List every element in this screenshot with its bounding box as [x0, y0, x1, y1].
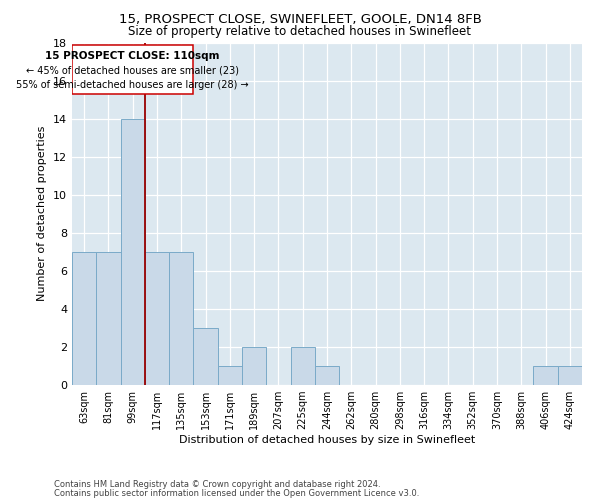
Bar	[242, 347, 266, 385]
Text: ← 45% of detached houses are smaller (23): ← 45% of detached houses are smaller (23…	[26, 66, 239, 76]
FancyBboxPatch shape	[73, 46, 193, 94]
Bar	[72, 252, 96, 385]
Text: Contains HM Land Registry data © Crown copyright and database right 2024.: Contains HM Land Registry data © Crown c…	[54, 480, 380, 489]
Bar	[558, 366, 582, 385]
Text: 55% of semi-detached houses are larger (28) →: 55% of semi-detached houses are larger (…	[16, 80, 249, 90]
Bar	[218, 366, 242, 385]
Bar	[169, 252, 193, 385]
Bar	[290, 347, 315, 385]
Bar	[193, 328, 218, 385]
Bar	[121, 118, 145, 385]
Text: Contains public sector information licensed under the Open Government Licence v3: Contains public sector information licen…	[54, 488, 419, 498]
Text: 15, PROSPECT CLOSE, SWINEFLEET, GOOLE, DN14 8FB: 15, PROSPECT CLOSE, SWINEFLEET, GOOLE, D…	[119, 12, 481, 26]
Y-axis label: Number of detached properties: Number of detached properties	[37, 126, 47, 302]
Text: Size of property relative to detached houses in Swinefleet: Size of property relative to detached ho…	[128, 25, 472, 38]
Text: 15 PROSPECT CLOSE: 110sqm: 15 PROSPECT CLOSE: 110sqm	[46, 51, 220, 61]
Bar	[533, 366, 558, 385]
Bar	[315, 366, 339, 385]
Bar	[96, 252, 121, 385]
X-axis label: Distribution of detached houses by size in Swinefleet: Distribution of detached houses by size …	[179, 435, 475, 445]
Bar	[145, 252, 169, 385]
